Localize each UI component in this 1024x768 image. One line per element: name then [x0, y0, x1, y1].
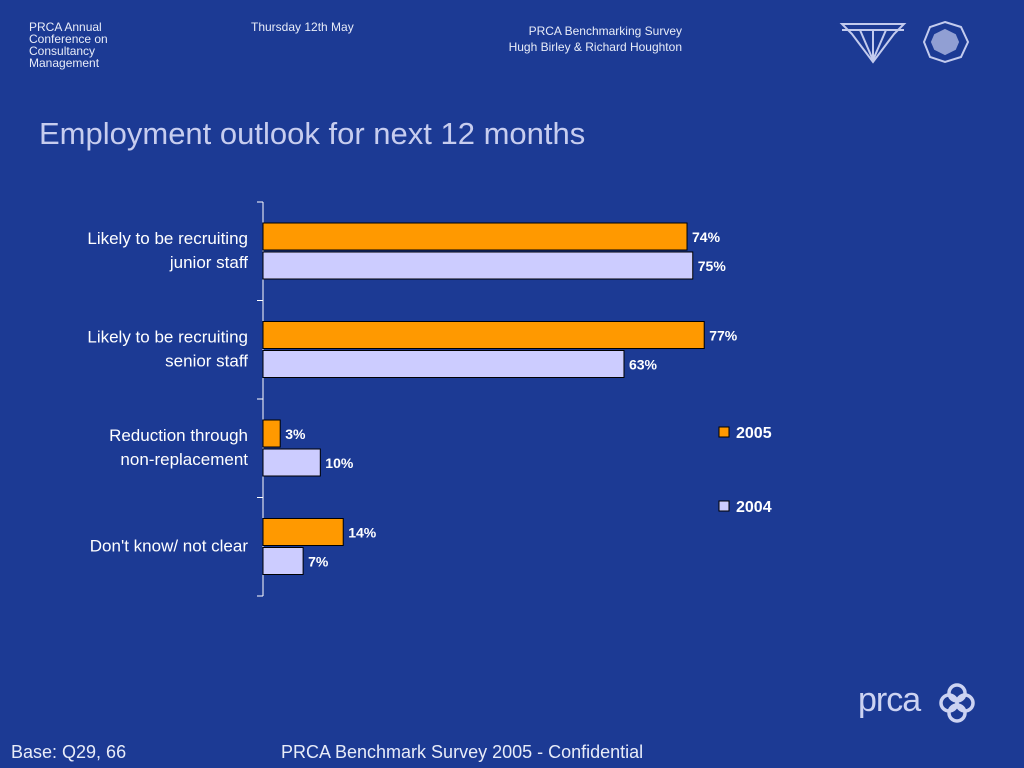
bar-2005: [262, 518, 344, 546]
bar-2005: [262, 419, 281, 448]
category-label-line: Don't know/ not clear: [90, 537, 249, 556]
category-label-line: non-replacement: [120, 450, 248, 469]
category-label: Don't know/ not clear: [90, 537, 249, 556]
survey-title: PRCA Benchmarking Survey: [528, 24, 682, 38]
data-label-2005: 14%: [348, 525, 377, 541]
legend-swatch-2004: [718, 500, 730, 512]
bar-2005: [262, 321, 705, 349]
data-label-2005: 77%: [709, 328, 738, 344]
bar-2004: [262, 448, 321, 477]
category-label: Likely to be recruiting junior staff: [87, 229, 248, 272]
category-label-line: Likely to be recruiting: [87, 229, 248, 248]
survey-credit: PRCA Benchmarking Survey Hugh Birley & R…: [440, 23, 682, 55]
category-label-line: Reduction through: [109, 426, 248, 445]
legend-swatch-2005: [718, 426, 730, 438]
data-label-2004: 75%: [698, 258, 727, 274]
prca-logo-text: prca: [858, 681, 921, 719]
category-label-line: junior staff: [169, 253, 248, 272]
category-label-line: senior staff: [165, 352, 248, 371]
bar-2004: [262, 251, 694, 280]
bar-2005: [262, 222, 688, 251]
survey-authors: Hugh Birley & Richard Houghton: [508, 40, 682, 54]
data-label-2004: 10%: [325, 455, 354, 471]
bar-2004: [262, 547, 304, 575]
category-label: Likely to be recruiting senior staff: [87, 328, 248, 371]
confidential-note: PRCA Benchmark Survey 2005 - Confidentia…: [281, 742, 644, 762]
data-label-2005: 3%: [285, 426, 306, 442]
legend-label-2004: 2004: [736, 499, 772, 516]
diamond-emblem-icon: [839, 20, 970, 64]
category-label: Reduction through non-replacement: [109, 426, 248, 469]
logo-rings-icon: [939, 683, 975, 723]
base-note: Base: Q29, 66: [11, 742, 127, 762]
data-label-2004: 7%: [308, 554, 329, 570]
data-label-2004: 63%: [629, 357, 658, 373]
conference-name: PRCA Annual Conference on Consultancy Ma…: [29, 20, 108, 70]
chart-title: Employment outlook for next 12 months: [39, 116, 586, 151]
category-label-line: Likely to be recruiting: [87, 328, 248, 347]
bar-2004: [262, 350, 625, 378]
legend-label-2005: 2005: [736, 425, 772, 442]
presentation-date: Thursday 12th May: [251, 20, 354, 34]
data-label-2005: 74%: [692, 229, 721, 245]
prca-logo: prca: [858, 681, 978, 725]
